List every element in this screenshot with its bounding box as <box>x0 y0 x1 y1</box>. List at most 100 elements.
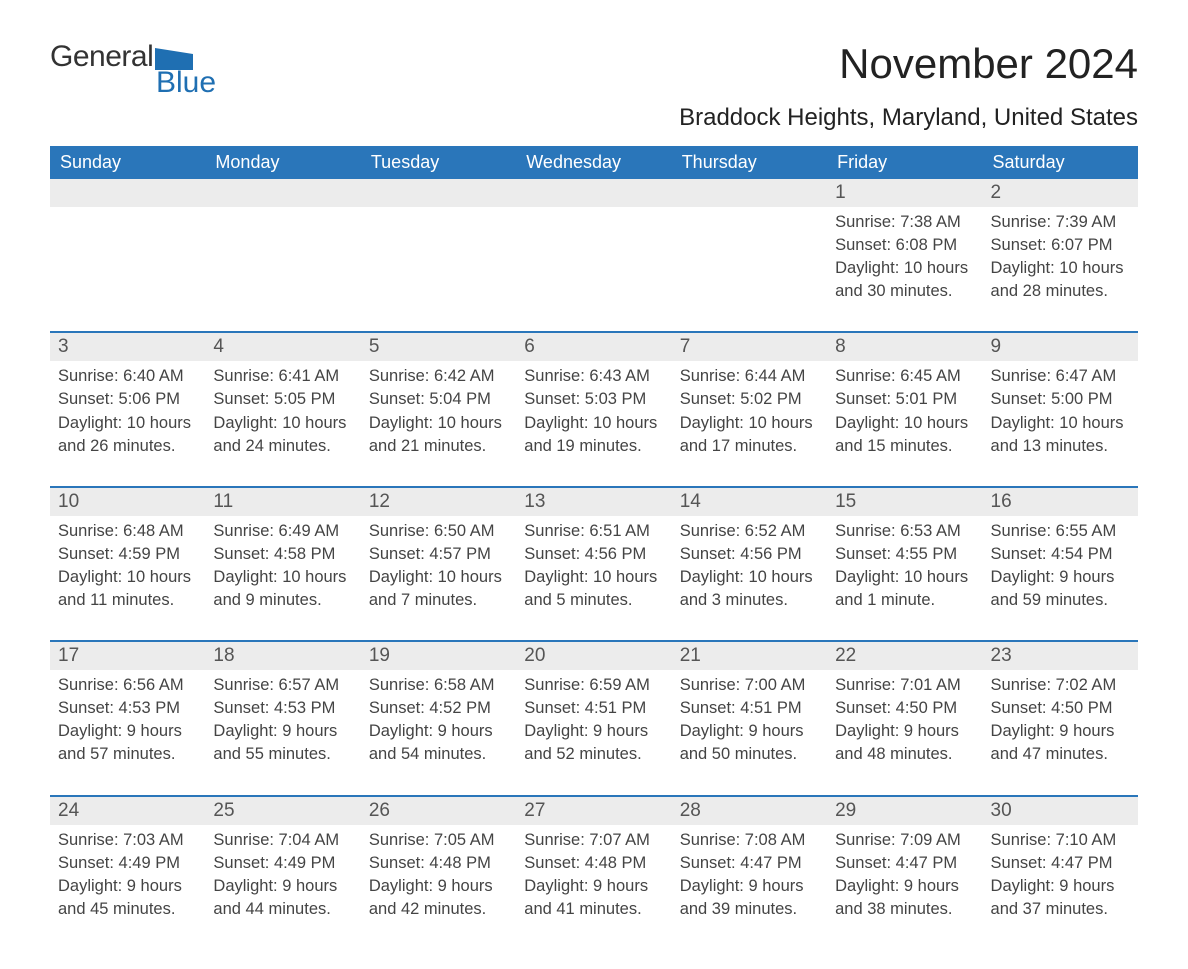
daylight-text: Daylight: 9 hours and 38 minutes. <box>835 875 974 921</box>
sunset-text: Sunset: 5:03 PM <box>524 388 663 411</box>
day-number-cell <box>672 179 827 207</box>
daylight-text: Daylight: 9 hours and 55 minutes. <box>213 720 352 766</box>
sunset-text: Sunset: 5:04 PM <box>369 388 508 411</box>
day-number-cell: 8 <box>827 333 982 361</box>
day-number-cell: 6 <box>516 333 671 361</box>
day-detail-cell: Sunrise: 6:48 AMSunset: 4:59 PMDaylight:… <box>50 516 205 641</box>
sunrise-text: Sunrise: 6:52 AM <box>680 520 819 543</box>
sunset-text: Sunset: 4:54 PM <box>991 543 1130 566</box>
daylight-text: Daylight: 10 hours and 7 minutes. <box>369 566 508 612</box>
daylight-text: Daylight: 10 hours and 13 minutes. <box>991 412 1130 458</box>
day-detail-cell: Sunrise: 6:49 AMSunset: 4:58 PMDaylight:… <box>205 516 360 641</box>
day-detail-cell <box>205 207 360 332</box>
day-header: Tuesday <box>361 146 516 179</box>
day-number-cell: 2 <box>983 179 1138 207</box>
day-detail-cell: Sunrise: 7:08 AMSunset: 4:47 PMDaylight:… <box>672 825 827 929</box>
sunset-text: Sunset: 4:48 PM <box>369 852 508 875</box>
sunset-text: Sunset: 5:05 PM <box>213 388 352 411</box>
location-subtitle: Braddock Heights, Maryland, United State… <box>50 104 1138 132</box>
sunset-text: Sunset: 4:47 PM <box>835 852 974 875</box>
day-detail-cell: Sunrise: 6:56 AMSunset: 4:53 PMDaylight:… <box>50 670 205 795</box>
day-number-cell: 4 <box>205 333 360 361</box>
sunset-text: Sunset: 4:56 PM <box>680 543 819 566</box>
sunset-text: Sunset: 4:49 PM <box>213 852 352 875</box>
day-detail-cell: Sunrise: 7:09 AMSunset: 4:47 PMDaylight:… <box>827 825 982 929</box>
daylight-text: Daylight: 10 hours and 5 minutes. <box>524 566 663 612</box>
daylight-text: Daylight: 10 hours and 15 minutes. <box>835 412 974 458</box>
day-detail-cell <box>672 207 827 332</box>
sunrise-text: Sunrise: 6:53 AM <box>835 520 974 543</box>
logo-text-general: General <box>50 40 153 74</box>
sunrise-text: Sunrise: 6:45 AM <box>835 365 974 388</box>
day-detail-cell: Sunrise: 7:03 AMSunset: 4:49 PMDaylight:… <box>50 825 205 929</box>
daylight-text: Daylight: 10 hours and 9 minutes. <box>213 566 352 612</box>
day-detail-row: Sunrise: 6:40 AMSunset: 5:06 PMDaylight:… <box>50 361 1138 486</box>
daylight-text: Daylight: 10 hours and 26 minutes. <box>58 412 197 458</box>
sunset-text: Sunset: 5:01 PM <box>835 388 974 411</box>
day-detail-cell: Sunrise: 6:55 AMSunset: 4:54 PMDaylight:… <box>983 516 1138 641</box>
daylight-text: Daylight: 9 hours and 48 minutes. <box>835 720 974 766</box>
day-header: Thursday <box>672 146 827 179</box>
day-number-cell: 29 <box>827 797 982 825</box>
sunset-text: Sunset: 4:49 PM <box>58 852 197 875</box>
day-number-cell: 16 <box>983 488 1138 516</box>
sunrise-text: Sunrise: 7:09 AM <box>835 829 974 852</box>
sunrise-text: Sunrise: 7:00 AM <box>680 674 819 697</box>
day-detail-cell: Sunrise: 6:58 AMSunset: 4:52 PMDaylight:… <box>361 670 516 795</box>
daylight-text: Daylight: 9 hours and 57 minutes. <box>58 720 197 766</box>
day-number-cell: 26 <box>361 797 516 825</box>
daylight-text: Daylight: 9 hours and 59 minutes. <box>991 566 1130 612</box>
daylight-text: Daylight: 9 hours and 45 minutes. <box>58 875 197 921</box>
day-detail-cell: Sunrise: 7:01 AMSunset: 4:50 PMDaylight:… <box>827 670 982 795</box>
day-number-cell: 1 <box>827 179 982 207</box>
day-header: Monday <box>205 146 360 179</box>
sunrise-text: Sunrise: 6:59 AM <box>524 674 663 697</box>
day-number-cell: 12 <box>361 488 516 516</box>
sunset-text: Sunset: 5:00 PM <box>991 388 1130 411</box>
day-detail-cell <box>516 207 671 332</box>
day-number-cell: 10 <box>50 488 205 516</box>
logo-text-blue: Blue <box>156 66 216 100</box>
day-header: Friday <box>827 146 982 179</box>
day-header-row: Sunday Monday Tuesday Wednesday Thursday… <box>50 146 1138 179</box>
day-detail-row: Sunrise: 6:48 AMSunset: 4:59 PMDaylight:… <box>50 516 1138 641</box>
sunrise-text: Sunrise: 7:05 AM <box>369 829 508 852</box>
day-number-row: 24252627282930 <box>50 797 1138 825</box>
page-title: November 2024 <box>839 40 1138 88</box>
day-header: Sunday <box>50 146 205 179</box>
day-detail-cell: Sunrise: 6:50 AMSunset: 4:57 PMDaylight:… <box>361 516 516 641</box>
day-detail-row: Sunrise: 7:38 AMSunset: 6:08 PMDaylight:… <box>50 207 1138 332</box>
day-number-cell: 28 <box>672 797 827 825</box>
day-number-cell: 5 <box>361 333 516 361</box>
day-number-cell: 23 <box>983 642 1138 670</box>
sunset-text: Sunset: 4:50 PM <box>835 697 974 720</box>
day-detail-cell: Sunrise: 7:05 AMSunset: 4:48 PMDaylight:… <box>361 825 516 929</box>
sunset-text: Sunset: 6:08 PM <box>835 234 974 257</box>
day-number-cell: 21 <box>672 642 827 670</box>
sunrise-text: Sunrise: 6:49 AM <box>213 520 352 543</box>
day-detail-cell: Sunrise: 6:44 AMSunset: 5:02 PMDaylight:… <box>672 361 827 486</box>
sunset-text: Sunset: 4:50 PM <box>991 697 1130 720</box>
day-number-cell <box>205 179 360 207</box>
daylight-text: Daylight: 10 hours and 3 minutes. <box>680 566 819 612</box>
day-number-cell <box>516 179 671 207</box>
sunrise-text: Sunrise: 6:42 AM <box>369 365 508 388</box>
day-detail-cell <box>50 207 205 332</box>
sunset-text: Sunset: 4:47 PM <box>680 852 819 875</box>
day-number-row: 17181920212223 <box>50 642 1138 670</box>
daylight-text: Daylight: 10 hours and 19 minutes. <box>524 412 663 458</box>
day-detail-cell: Sunrise: 6:42 AMSunset: 5:04 PMDaylight:… <box>361 361 516 486</box>
day-detail-row: Sunrise: 6:56 AMSunset: 4:53 PMDaylight:… <box>50 670 1138 795</box>
sunset-text: Sunset: 4:47 PM <box>991 852 1130 875</box>
daylight-text: Daylight: 10 hours and 11 minutes. <box>58 566 197 612</box>
day-number-cell <box>50 179 205 207</box>
day-number-cell: 9 <box>983 333 1138 361</box>
sunrise-text: Sunrise: 6:51 AM <box>524 520 663 543</box>
sunrise-text: Sunrise: 6:40 AM <box>58 365 197 388</box>
day-number-cell: 18 <box>205 642 360 670</box>
day-detail-cell: Sunrise: 7:07 AMSunset: 4:48 PMDaylight:… <box>516 825 671 929</box>
sunset-text: Sunset: 4:51 PM <box>680 697 819 720</box>
day-detail-cell: Sunrise: 7:38 AMSunset: 6:08 PMDaylight:… <box>827 207 982 332</box>
daylight-text: Daylight: 10 hours and 17 minutes. <box>680 412 819 458</box>
sunrise-text: Sunrise: 6:58 AM <box>369 674 508 697</box>
